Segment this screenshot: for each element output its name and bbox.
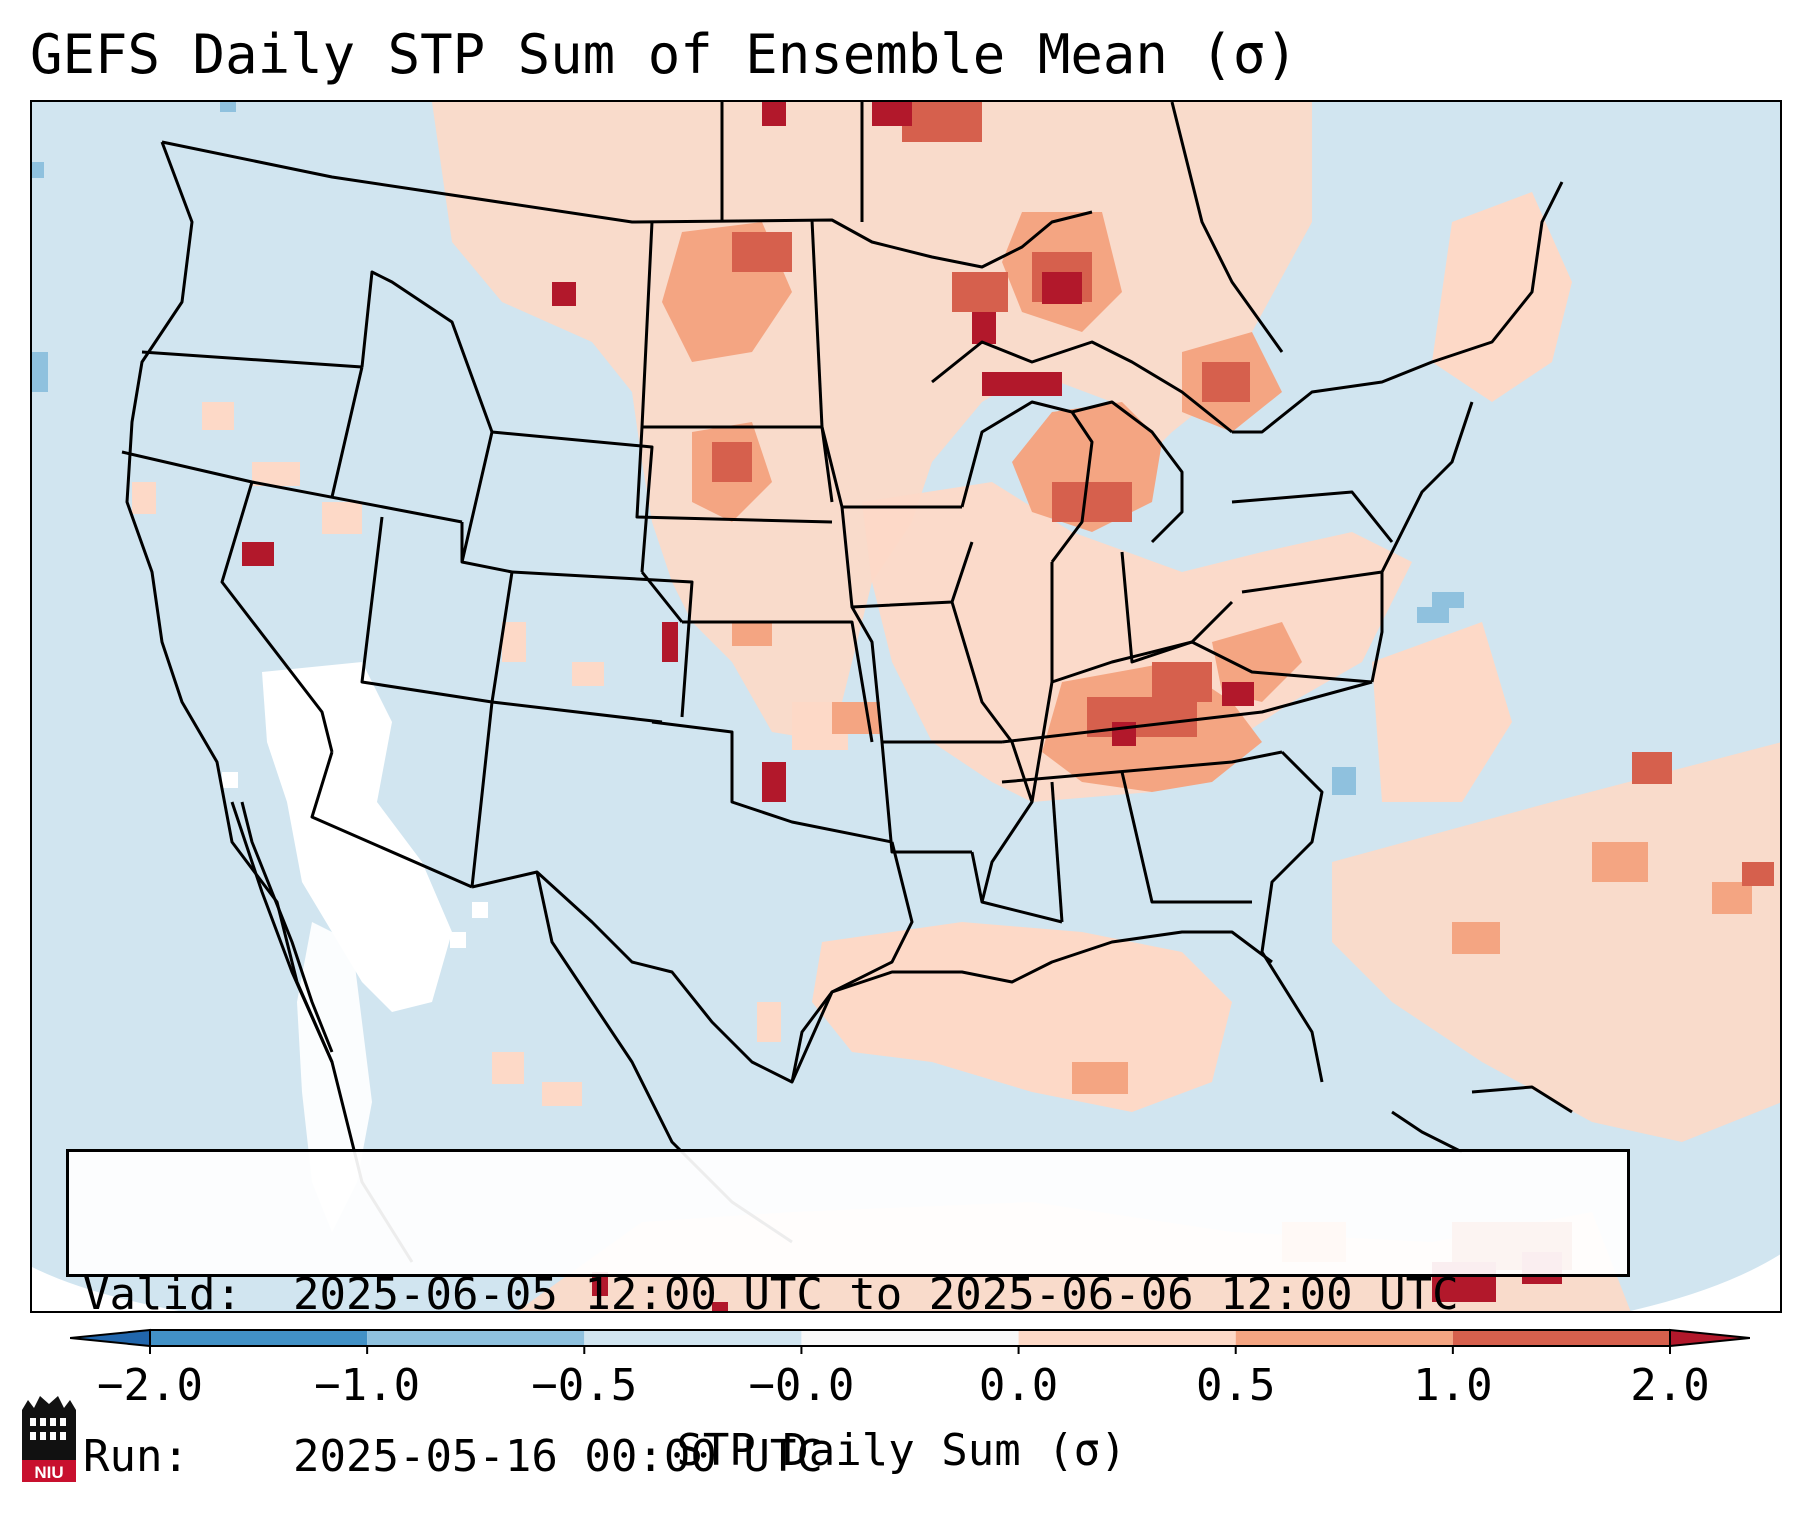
boundary-lines bbox=[121, 102, 1573, 1263]
validity-info-box: Valid: 2025-06-05 12:00 UTC to 2025-06-06… bbox=[66, 1149, 1630, 1482]
colorbar-bin bbox=[150, 1330, 368, 1346]
colorbar-bin bbox=[584, 1330, 802, 1346]
page-title: GEFS Daily STP Sum of Ensemble Mean (σ) bbox=[30, 23, 1298, 86]
colorbar-bin bbox=[801, 1330, 1019, 1346]
colorbar-tick-label: 0.0 bbox=[978, 1360, 1059, 1411]
colorbar-under-extension bbox=[70, 1328, 151, 1348]
colorbar-frame bbox=[149, 1329, 1671, 1347]
negative-anomaly-cells bbox=[32, 102, 1464, 795]
colorbar-bin bbox=[1235, 1330, 1453, 1346]
valid-row: Valid: 2025-06-05 12:00 UTC to 2025-06-06… bbox=[83, 1268, 1613, 1322]
niu-logo-text: NIU bbox=[34, 1463, 63, 1482]
run-label: Run: bbox=[83, 1431, 189, 1482]
colorbar-bin bbox=[1452, 1330, 1670, 1346]
colorbar-over-extension bbox=[1669, 1328, 1750, 1348]
valid-value: 2025-06-05 12:00 UTC to 2025-06-06 12:00… bbox=[293, 1269, 1459, 1320]
colorbar-tick-labels: −2.0 −1.0 −0.5 −0.0 0.0 0.5 1.0 2.0 bbox=[0, 1360, 1803, 1420]
colorbar-bin bbox=[1018, 1330, 1236, 1346]
stp-anomaly-map bbox=[32, 102, 1780, 1311]
run-value: 2025-05-16 00:00 UTC bbox=[293, 1431, 823, 1482]
colorbar-tick-label: −0.5 bbox=[531, 1360, 638, 1411]
map-frame bbox=[30, 100, 1782, 1313]
colorbar-tick-label: −0.0 bbox=[748, 1360, 855, 1411]
colorbar-tick-label: 1.0 bbox=[1413, 1360, 1493, 1411]
projection-edge-right bbox=[1630, 1254, 1780, 1311]
colorbar bbox=[70, 1328, 1750, 1354]
projection-edge-left bbox=[32, 1267, 180, 1311]
colorbar-tick-label: −1.0 bbox=[314, 1360, 421, 1411]
colorbar-bin bbox=[367, 1330, 585, 1346]
run-row: Run: 2025-05-16 00:00 UTC bbox=[83, 1430, 1613, 1484]
colorbar-tick-label: 2.0 bbox=[1630, 1360, 1710, 1411]
colorbar-tick-label: −2.0 bbox=[97, 1360, 203, 1411]
niu-logo: NIU bbox=[22, 1396, 76, 1482]
colorbar-tick-label: 0.5 bbox=[1195, 1360, 1276, 1411]
valid-label: Valid: bbox=[83, 1269, 242, 1320]
colorbar-label: STP Daily Sum (σ) bbox=[676, 1425, 1127, 1476]
